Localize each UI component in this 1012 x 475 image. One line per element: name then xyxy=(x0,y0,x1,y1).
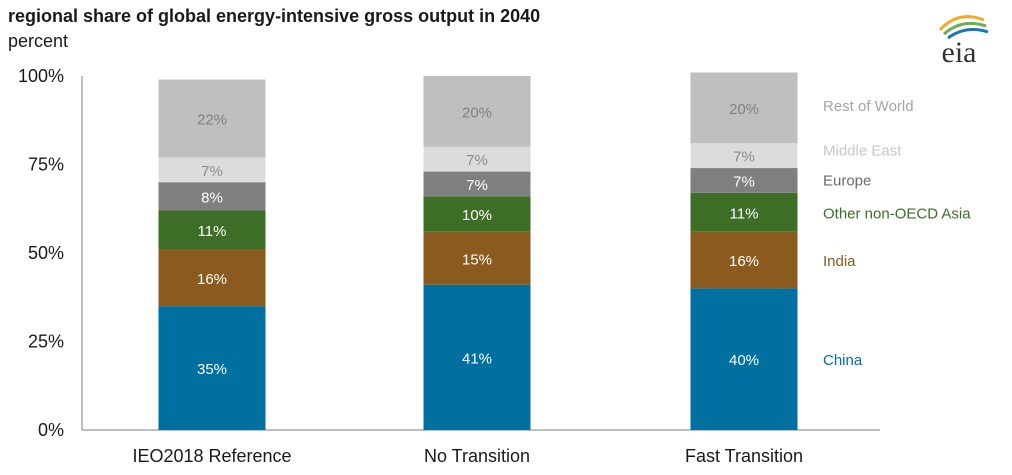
bar-segment-label: 7% xyxy=(201,163,223,180)
legend-label: Europe xyxy=(823,172,871,189)
chart-title: regional share of global energy-intensiv… xyxy=(8,6,541,26)
legend-label: Rest of World xyxy=(823,98,914,115)
bar-segment xyxy=(690,288,798,430)
bar-segment xyxy=(158,210,266,250)
bar-segment-label: 7% xyxy=(466,152,488,169)
bar-segment xyxy=(690,192,798,232)
bar-segment xyxy=(690,72,798,144)
bar-segment-label: 40% xyxy=(729,352,759,369)
bar-segment-label: 7% xyxy=(733,173,755,190)
bar-segment xyxy=(158,182,266,211)
bar-segment xyxy=(423,284,531,430)
eia-logo-text: eia xyxy=(942,36,977,66)
bar-segment-label: 10% xyxy=(462,207,492,224)
bar-segment-label: 7% xyxy=(733,149,755,166)
bar-segment-label: 41% xyxy=(462,350,492,367)
legend-label: India xyxy=(823,253,856,270)
legend-label: China xyxy=(823,352,863,369)
bar-segment xyxy=(158,249,266,307)
bar-segment xyxy=(158,157,266,183)
bar-segment-label: 16% xyxy=(729,253,759,270)
bar-segment-label: 16% xyxy=(197,271,227,288)
x-category-label: No Transition xyxy=(424,446,530,466)
bar-segment xyxy=(158,306,266,430)
y-tick-label: 0% xyxy=(38,420,64,440)
x-category-label: IEO2018 Reference xyxy=(132,446,291,466)
bar-segment xyxy=(423,196,531,232)
bar-segment xyxy=(423,171,531,197)
bar-segment-label: 8% xyxy=(201,189,223,206)
bar-segment-label: 22% xyxy=(197,111,227,128)
bar-segment xyxy=(158,79,266,158)
legend-label: Middle East xyxy=(823,143,902,160)
chart-subtitle: percent xyxy=(8,31,69,51)
bar-segment xyxy=(423,231,531,285)
bar-segment-label: 15% xyxy=(462,251,492,268)
y-tick-label: 100% xyxy=(18,66,64,86)
x-category-label: Fast Transition xyxy=(685,446,803,466)
y-tick-label: 75% xyxy=(28,155,64,175)
eia-logo: eia xyxy=(938,15,989,66)
bar-segment-label: 20% xyxy=(462,104,492,121)
bar-segment xyxy=(423,76,531,147)
bar-segment-label: 11% xyxy=(198,223,227,240)
bar-segment xyxy=(423,146,531,172)
bar-segment xyxy=(690,168,798,193)
bar-segment-label: 7% xyxy=(466,177,488,194)
bar-segment xyxy=(690,143,798,169)
legend-label: Other non-OECD Asia xyxy=(823,205,971,222)
bar-segment-label: 20% xyxy=(729,101,759,118)
bar-segment-label: 11% xyxy=(730,205,759,222)
y-tick-label: 25% xyxy=(28,332,64,352)
bar-segment xyxy=(690,231,798,289)
bar-segment-label: 35% xyxy=(197,361,227,378)
y-tick-label: 50% xyxy=(28,243,64,263)
